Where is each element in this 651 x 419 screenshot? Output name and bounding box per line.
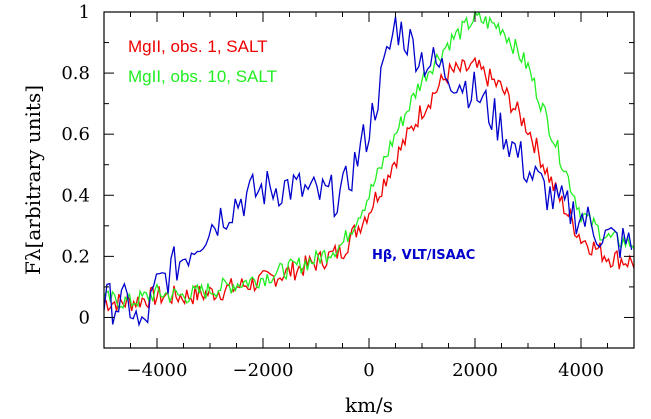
series-layer (103, 10, 635, 328)
legend-entry-obs1: MgII, obs. 1, SALT (128, 37, 268, 56)
series-line-0 (103, 56, 635, 312)
tick-label-layer: −4000 −2000 0 2000 4000 0 0.2 0.4 0.6 0.8 1 (61, 2, 604, 381)
series-line-1 (103, 10, 635, 310)
x-tick-label: −2000 (233, 360, 294, 381)
y-tick-label: 0 (79, 307, 90, 328)
series-line-2 (103, 16, 633, 328)
x-tick-label: 4000 (558, 360, 604, 381)
y-tick-label: 0.8 (61, 63, 90, 84)
hbeta-annotation: Hβ, VLT/ISAAC (372, 248, 475, 263)
x-tick-label: −4000 (127, 360, 188, 381)
x-tick-label: 0 (363, 360, 374, 381)
legend-entry-obs10: MgII, obs. 10, SALT (128, 67, 277, 86)
y-axis-label: Fλ[arbitrary units] (21, 85, 45, 275)
x-axis-label: km/s (345, 393, 393, 417)
y-tick-label: 0.4 (61, 185, 90, 206)
plot-frame (103, 11, 635, 349)
y-tick-label: 1 (79, 2, 90, 23)
y-tick-label: 0.6 (61, 124, 90, 145)
tick-layer (103, 11, 635, 349)
x-tick-label: 2000 (452, 360, 498, 381)
y-tick-label: 0.2 (61, 246, 90, 267)
